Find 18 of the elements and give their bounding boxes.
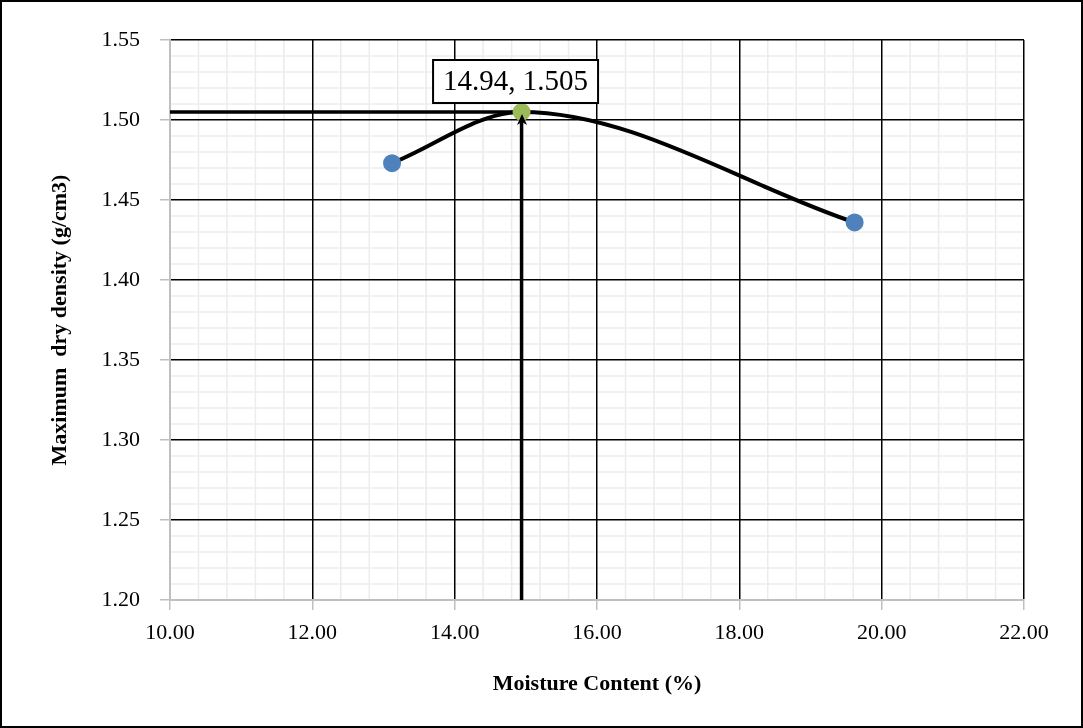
x-tick-label: 20.00	[856, 618, 907, 644]
y-tick-label: 1.50	[101, 105, 140, 131]
y-tick-label: 1.30	[101, 425, 140, 451]
x-tick-label: 10.00	[145, 618, 195, 644]
x-axis-title: Moisture Content (%)	[492, 670, 702, 696]
x-tick-label: 16.00	[572, 618, 622, 644]
x-tick-label: 14.00	[429, 618, 480, 644]
y-tick-label: 1.45	[101, 185, 140, 211]
y-tick-label: 1.20	[101, 585, 140, 611]
y-tick-label: 1.40	[101, 265, 140, 291]
y-axis-title: Maximum dry density (g/cm3)	[45, 174, 71, 466]
y-tick-label: 1.55	[101, 25, 140, 51]
y-tick-label: 1.35	[101, 345, 140, 371]
x-tick-label: 18.00	[714, 618, 765, 644]
annotation: 14.94, 1.505	[443, 64, 589, 97]
y-tick-label: 1.25	[101, 505, 140, 531]
x-tick-label: 12.00	[287, 618, 338, 644]
x-tick-label: 22.00	[999, 618, 1049, 644]
